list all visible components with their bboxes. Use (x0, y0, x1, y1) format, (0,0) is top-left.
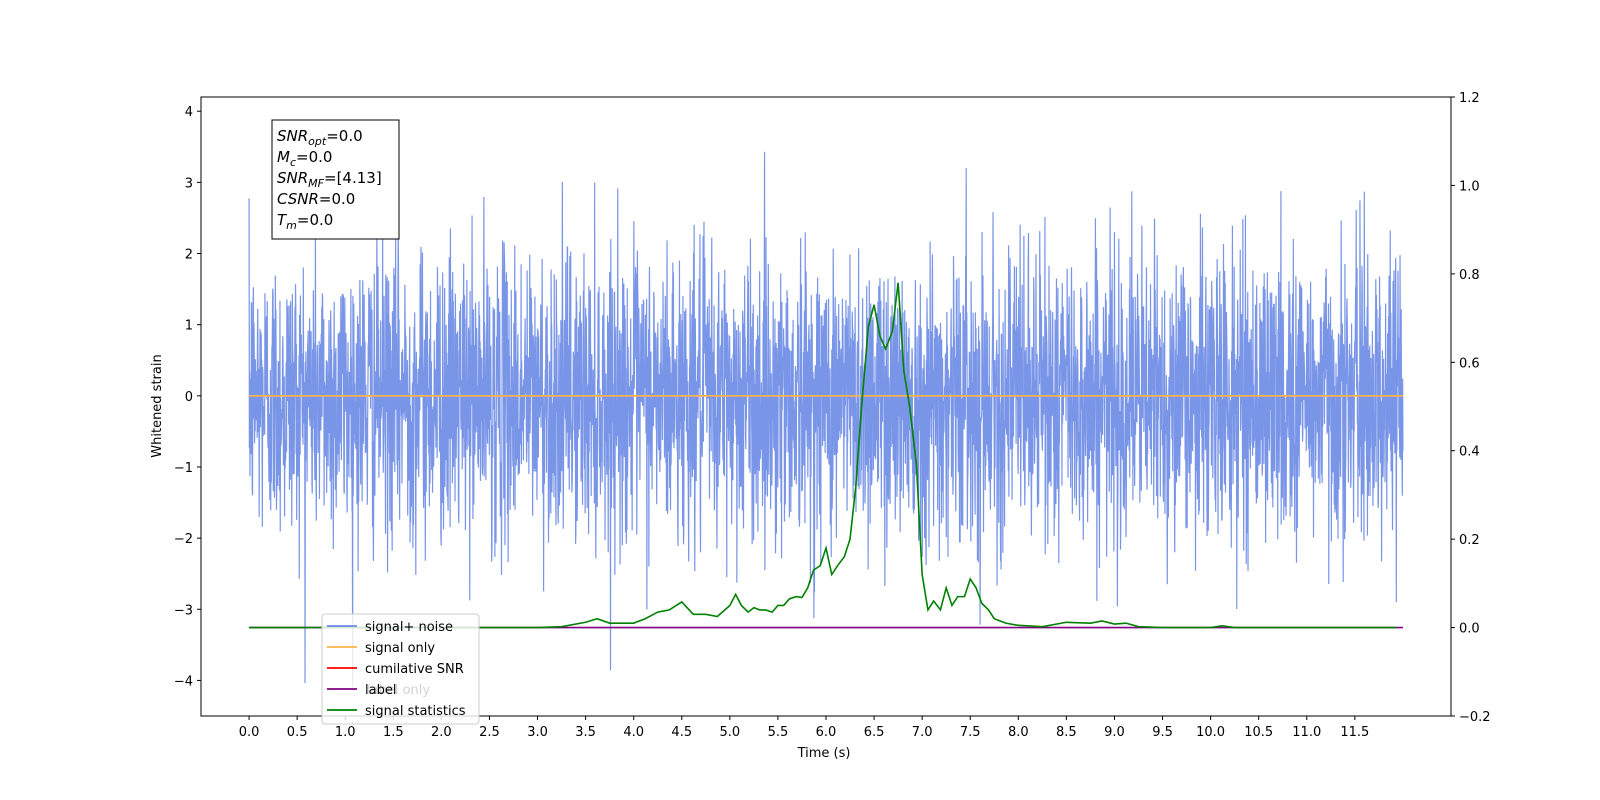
x-tick-label: 3.0 (527, 725, 548, 740)
x-tick-label: 8.5 (1056, 725, 1077, 740)
annotation-line: SNRMF=[4.13] (277, 169, 382, 190)
y-right-tick-label: 1.0 (1459, 179, 1480, 194)
y-right-tick-label: 0.2 (1459, 533, 1480, 548)
y-right-tick-label: 0.0 (1459, 622, 1480, 637)
x-tick-label: 8.0 (1008, 725, 1029, 740)
y-right-tick-label: 0.6 (1459, 356, 1480, 371)
y-axis-label: Whitened strain (150, 354, 165, 457)
y-left-tick-label: −3 (174, 603, 193, 618)
annotation-line: CSNR=0.0 (277, 190, 355, 208)
x-tick-label: 1.0 (335, 725, 356, 740)
y-left-tick-label: 0 (185, 390, 193, 405)
x-axis-label: Time (s) (797, 746, 851, 761)
annotation-line: Mc=0.0 (277, 148, 332, 169)
y-left-tick-label: −2 (174, 532, 193, 547)
annotation-line: Tm=0.0 (277, 211, 333, 232)
x-tick-label: 4.5 (671, 725, 692, 740)
y-axis-left: −4 −3 −2 −1 0 1 2 3 4 (174, 105, 201, 689)
x-tick-label: 10.5 (1244, 725, 1273, 740)
x-tick-label: 5.5 (768, 725, 789, 740)
x-tick-label: 3.5 (575, 725, 596, 740)
x-tick-label: 7.5 (960, 725, 981, 740)
series-signal-noise-line (248, 151, 1404, 688)
series-layer (248, 151, 1404, 688)
x-tick-label: 0.5 (287, 725, 308, 740)
y-axis-right: −0.2 0.0 0.2 0.4 0.6 0.8 1.0 1.2 (1451, 91, 1491, 725)
x-tick-label: 4.0 (623, 725, 644, 740)
x-tick-label: 9.5 (1152, 725, 1173, 740)
legend-label: signal statistics (365, 704, 466, 719)
legend-label: label (365, 683, 396, 698)
x-tick-label: 0.0 (239, 725, 260, 740)
y-left-tick-label: −4 (174, 674, 193, 689)
x-tick-label: 2.0 (431, 725, 452, 740)
y-right-tick-label: 0.4 (1459, 445, 1480, 460)
y-right-tick-label: 0.8 (1459, 268, 1480, 283)
x-tick-label: 11.0 (1292, 725, 1321, 740)
x-tick-label: 9.0 (1104, 725, 1125, 740)
x-tick-label: 6.0 (816, 725, 837, 740)
y-left-tick-label: −1 (174, 461, 193, 476)
x-tick-label: 2.5 (479, 725, 500, 740)
legend-label: cumilative SNR (365, 662, 464, 677)
y-left-tick-label: 2 (185, 248, 193, 263)
legend-label: signal only (365, 641, 435, 656)
x-tick-label: 11.5 (1340, 725, 1369, 740)
x-axis: 0.0 0.5 1.0 1.5 2.0 2.5 3.0 3.5 4.0 4.5 5.0 5.5 6.0 6… (239, 716, 1369, 740)
annotation-line: SNRopt=0.0 (277, 127, 363, 148)
x-tick-label: 10.0 (1196, 725, 1225, 740)
y-right-tick-label: 1.2 (1459, 91, 1480, 106)
legend-frame (321, 613, 480, 725)
legend-label: signal+ noise (365, 620, 453, 635)
y-left-tick-label: 1 (185, 319, 193, 334)
series-signal-statistics-line (249, 282, 1397, 629)
x-tick-label: 6.5 (864, 725, 885, 740)
y-left-tick-label: 4 (185, 105, 193, 120)
annotation-box-frame (271, 119, 400, 240)
x-tick-label: 7.0 (912, 725, 933, 740)
x-tick-label: 1.5 (383, 725, 404, 740)
y-right-tick-label: −0.2 (1459, 710, 1491, 725)
x-tick-label: 5.0 (720, 725, 741, 740)
y-left-tick-label: 3 (185, 176, 193, 191)
